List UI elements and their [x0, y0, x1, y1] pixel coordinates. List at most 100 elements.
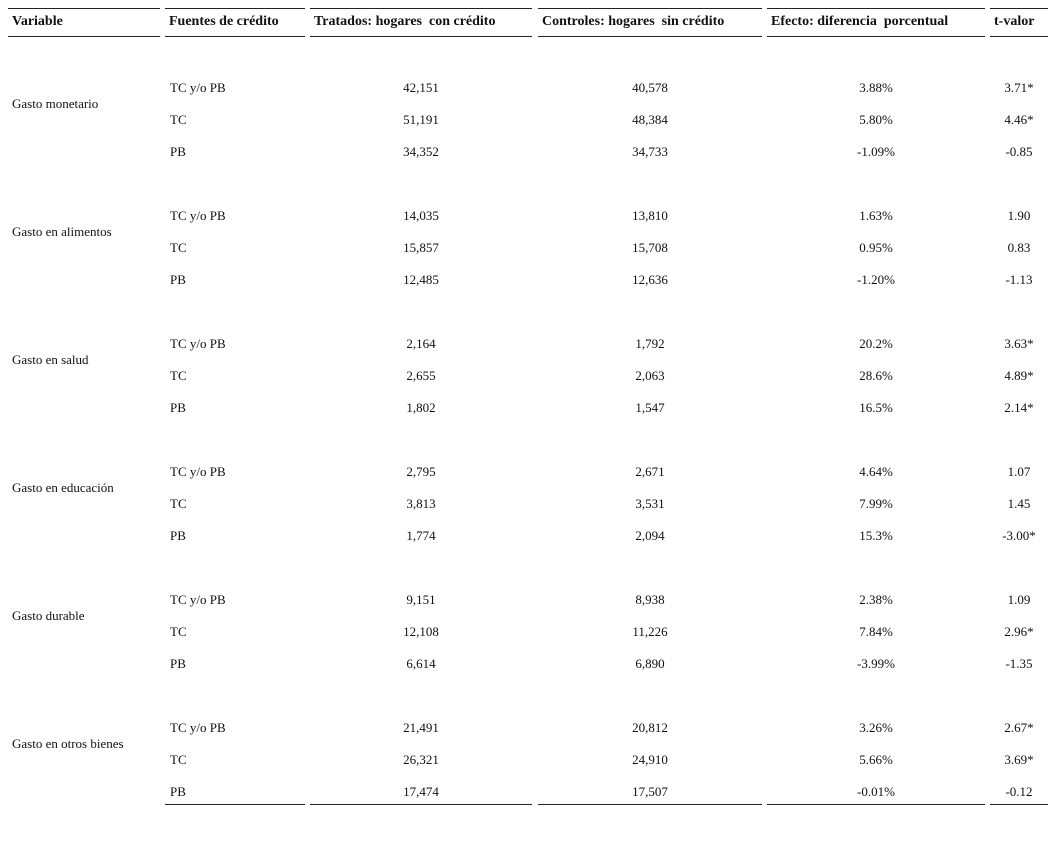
cell-value: 1,774 [406, 528, 436, 543]
rule-top [767, 8, 985, 9]
cell-value: -0.01% [857, 784, 895, 799]
cell-value: 3.69* [1004, 752, 1034, 767]
rule-top [165, 8, 305, 9]
cell-value: 1.07 [1007, 464, 1031, 479]
credit-source: TC [170, 240, 187, 255]
rule-header [165, 36, 305, 37]
credit-source: TC y/o PB [170, 592, 226, 607]
credit-source: PB [170, 272, 186, 287]
cell-value: 17,474 [403, 784, 439, 799]
credit-source: TC [170, 368, 187, 383]
cell-value: 0.95% [859, 240, 893, 255]
cell-value: 17,507 [632, 784, 668, 799]
rule-top [990, 8, 1048, 9]
cell-value: 5.66% [859, 752, 893, 767]
variable-label: Gasto monetario [12, 96, 99, 111]
cell-value: 7.84% [859, 624, 893, 639]
credit-source: PB [170, 400, 186, 415]
rule-header [990, 36, 1048, 37]
cell-value: 21,491 [403, 720, 439, 735]
cell-value: 11,226 [632, 624, 668, 639]
rule-top [310, 8, 532, 9]
credit-source: TC y/o PB [170, 336, 226, 351]
credit-source: PB [170, 784, 186, 799]
cell-value: 2,164 [406, 336, 436, 351]
cell-value: 2.96* [1004, 624, 1034, 639]
cell-value: 4.64% [859, 464, 893, 479]
cell-value: 1.09 [1007, 592, 1031, 607]
cell-value: 1.90 [1007, 208, 1031, 223]
cell-value: -0.12 [1005, 784, 1033, 799]
cell-value: 4.89* [1004, 368, 1034, 383]
cell-value: 1,792 [635, 336, 665, 351]
cell-value: 6,614 [406, 656, 436, 671]
cell-value: 12,636 [632, 272, 668, 287]
cell-value: 1,547 [635, 400, 665, 415]
credit-source: PB [170, 528, 186, 543]
cell-value: -1.20% [857, 272, 895, 287]
cell-value: 2.38% [859, 592, 893, 607]
cell-value: 2.67* [1004, 720, 1034, 735]
cell-value: 2,094 [635, 528, 665, 543]
cell-value: 9,151 [406, 592, 436, 607]
credit-source: TC [170, 752, 187, 767]
variable-label: Gasto durable [12, 608, 85, 623]
cell-value: 12,485 [403, 272, 439, 287]
credit-source: TC [170, 624, 187, 639]
rule-bottom [310, 804, 532, 805]
cell-value: 2,671 [635, 464, 665, 479]
rule-header [310, 36, 532, 37]
cell-value: 5.80% [859, 112, 893, 127]
cell-value: 3.26% [859, 720, 893, 735]
rule-header [767, 36, 985, 37]
rule-bottom [165, 804, 305, 805]
cell-value: 40,578 [632, 80, 668, 95]
cell-value: 51,191 [403, 112, 439, 127]
column-header: Variable [12, 14, 63, 29]
column-header: Tratados: hogares con crédito [314, 14, 496, 29]
cell-value: 8,938 [635, 592, 665, 607]
variable-label: Gasto en salud [12, 352, 89, 367]
cell-value: -1.09% [857, 144, 895, 159]
cell-value: 42,151 [403, 80, 439, 95]
cell-value: 1,802 [406, 400, 436, 415]
cell-value: 3.63* [1004, 336, 1034, 351]
rule-header [538, 36, 762, 37]
credit-source: PB [170, 656, 186, 671]
cell-value: 3,813 [406, 496, 436, 511]
cell-value: 12,108 [403, 624, 439, 639]
variable-label: Gasto en otros bienes [12, 736, 124, 751]
cell-value: 3.88% [859, 80, 893, 95]
variable-label: Gasto en alimentos [12, 224, 112, 239]
credit-source: TC y/o PB [170, 464, 226, 479]
cell-value: 3,531 [635, 496, 665, 511]
cell-value: 14,035 [403, 208, 439, 223]
column-header: Efecto: diferencia porcentual [771, 14, 949, 29]
cell-value: 28.6% [859, 368, 893, 383]
cell-value: 34,352 [403, 144, 439, 159]
cell-value: 48,384 [632, 112, 668, 127]
rule-bottom [767, 804, 985, 805]
cell-value: 2,655 [406, 368, 436, 383]
cell-value: 0.83 [1007, 240, 1031, 255]
rule-bottom [990, 804, 1048, 805]
cell-value: 13,810 [632, 208, 668, 223]
cell-value: 7.99% [859, 496, 893, 511]
cell-value: 15.3% [859, 528, 893, 543]
cell-value: 4.46* [1004, 112, 1034, 127]
cell-value: -3.00* [1002, 528, 1036, 543]
rule-top [8, 8, 160, 9]
cell-value: 1.63% [859, 208, 893, 223]
cell-value: 6,890 [635, 656, 665, 671]
cell-value: 26,321 [403, 752, 439, 767]
cell-value: 16.5% [859, 400, 893, 415]
rule-header [8, 36, 160, 37]
cell-value: 15,857 [403, 240, 439, 255]
rule-top [538, 8, 762, 9]
cell-value: 2.14* [1004, 400, 1034, 415]
cell-value: -0.85 [1005, 144, 1033, 159]
cell-value: 24,910 [632, 752, 668, 767]
cell-value: 20.2% [859, 336, 893, 351]
rule-bottom [538, 804, 762, 805]
